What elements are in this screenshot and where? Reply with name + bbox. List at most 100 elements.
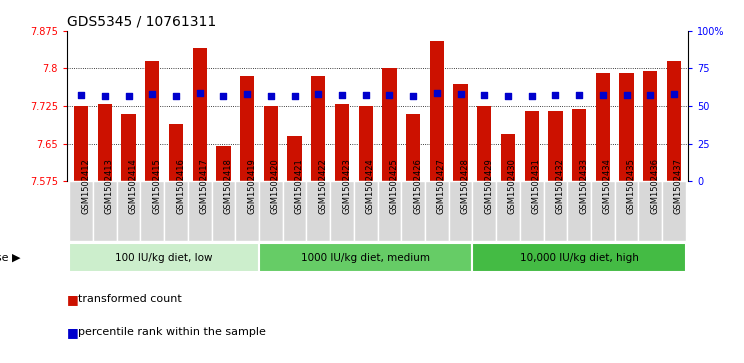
FancyBboxPatch shape: [69, 243, 259, 273]
Point: [455, 91, 466, 97]
Bar: [667, 61, 681, 181]
Point: [644, 91, 656, 97]
Bar: [74, 106, 89, 181]
Bar: [430, 41, 444, 181]
Text: GSM1502419: GSM1502419: [247, 158, 256, 214]
FancyBboxPatch shape: [449, 181, 472, 241]
Point: [170, 93, 182, 99]
FancyBboxPatch shape: [567, 181, 591, 241]
Text: GSM1502418: GSM1502418: [223, 158, 232, 214]
Bar: [382, 69, 397, 181]
Bar: [548, 111, 562, 181]
Bar: [97, 103, 112, 181]
Point: [147, 91, 158, 97]
Point: [526, 93, 538, 98]
FancyBboxPatch shape: [69, 181, 93, 241]
Bar: [572, 109, 586, 181]
FancyBboxPatch shape: [259, 243, 472, 273]
Bar: [406, 114, 420, 181]
Text: GSM1502437: GSM1502437: [674, 158, 683, 214]
Point: [217, 93, 229, 99]
Bar: [217, 146, 231, 181]
Text: transformed count: transformed count: [78, 294, 182, 305]
Bar: [501, 134, 515, 181]
Point: [431, 90, 443, 95]
Point: [502, 93, 514, 98]
Bar: [121, 114, 135, 181]
Bar: [620, 73, 634, 181]
Point: [336, 91, 348, 97]
Bar: [145, 61, 159, 181]
Point: [123, 93, 135, 99]
Point: [75, 91, 87, 97]
Bar: [287, 136, 302, 181]
Point: [550, 91, 562, 97]
Text: GSM1502433: GSM1502433: [579, 158, 588, 214]
Text: 1000 IU/kg diet, medium: 1000 IU/kg diet, medium: [301, 253, 430, 263]
Point: [193, 90, 205, 95]
Text: GSM1502427: GSM1502427: [437, 158, 446, 214]
FancyBboxPatch shape: [354, 181, 378, 241]
Bar: [525, 111, 539, 181]
Text: ■: ■: [67, 326, 79, 339]
Text: GSM1502424: GSM1502424: [366, 158, 375, 214]
Text: GSM1502429: GSM1502429: [484, 158, 493, 214]
Point: [312, 91, 324, 97]
Text: GSM1502414: GSM1502414: [129, 158, 138, 214]
Text: GSM1502426: GSM1502426: [413, 158, 422, 214]
Text: GSM1502435: GSM1502435: [626, 158, 635, 214]
FancyBboxPatch shape: [141, 181, 164, 241]
FancyBboxPatch shape: [211, 181, 235, 241]
Bar: [335, 103, 349, 181]
Point: [407, 93, 419, 98]
Bar: [169, 124, 183, 181]
Text: GSM1502421: GSM1502421: [295, 158, 304, 214]
Bar: [359, 106, 373, 181]
FancyBboxPatch shape: [401, 181, 425, 241]
Text: GSM1502415: GSM1502415: [153, 158, 161, 214]
Text: GSM1502428: GSM1502428: [461, 158, 469, 214]
Text: GSM1502432: GSM1502432: [556, 158, 565, 214]
Point: [478, 91, 490, 97]
FancyBboxPatch shape: [615, 181, 638, 241]
Text: GSM1502434: GSM1502434: [603, 158, 612, 214]
Point: [265, 93, 277, 99]
FancyBboxPatch shape: [472, 181, 496, 241]
FancyBboxPatch shape: [544, 181, 567, 241]
Text: GDS5345 / 10761311: GDS5345 / 10761311: [67, 14, 217, 28]
Text: GSM1502431: GSM1502431: [532, 158, 541, 214]
Point: [383, 91, 395, 97]
Text: GSM1502417: GSM1502417: [199, 158, 209, 214]
Text: ■: ■: [67, 293, 79, 306]
Point: [573, 91, 585, 97]
Point: [668, 91, 680, 97]
Text: dose ▶: dose ▶: [0, 253, 20, 263]
Bar: [477, 106, 491, 181]
Text: GSM1502412: GSM1502412: [81, 158, 90, 214]
Bar: [311, 76, 325, 181]
Bar: [240, 76, 254, 181]
Point: [241, 91, 253, 97]
FancyBboxPatch shape: [164, 181, 188, 241]
Bar: [453, 83, 468, 181]
Text: GSM1502413: GSM1502413: [105, 158, 114, 214]
FancyBboxPatch shape: [638, 181, 662, 241]
FancyBboxPatch shape: [188, 181, 211, 241]
Point: [99, 93, 111, 99]
FancyBboxPatch shape: [496, 181, 520, 241]
Text: GSM1502423: GSM1502423: [342, 158, 351, 214]
Point: [620, 91, 632, 97]
Text: percentile rank within the sample: percentile rank within the sample: [78, 327, 266, 337]
Bar: [264, 106, 278, 181]
Text: GSM1502422: GSM1502422: [318, 158, 327, 214]
FancyBboxPatch shape: [662, 181, 686, 241]
FancyBboxPatch shape: [472, 243, 686, 273]
Text: GSM1502420: GSM1502420: [271, 158, 280, 214]
Point: [289, 93, 301, 98]
Text: GSM1502425: GSM1502425: [389, 158, 399, 214]
FancyBboxPatch shape: [235, 181, 259, 241]
Bar: [596, 73, 610, 181]
FancyBboxPatch shape: [378, 181, 401, 241]
Text: 100 IU/kg diet, low: 100 IU/kg diet, low: [115, 253, 213, 263]
FancyBboxPatch shape: [283, 181, 307, 241]
